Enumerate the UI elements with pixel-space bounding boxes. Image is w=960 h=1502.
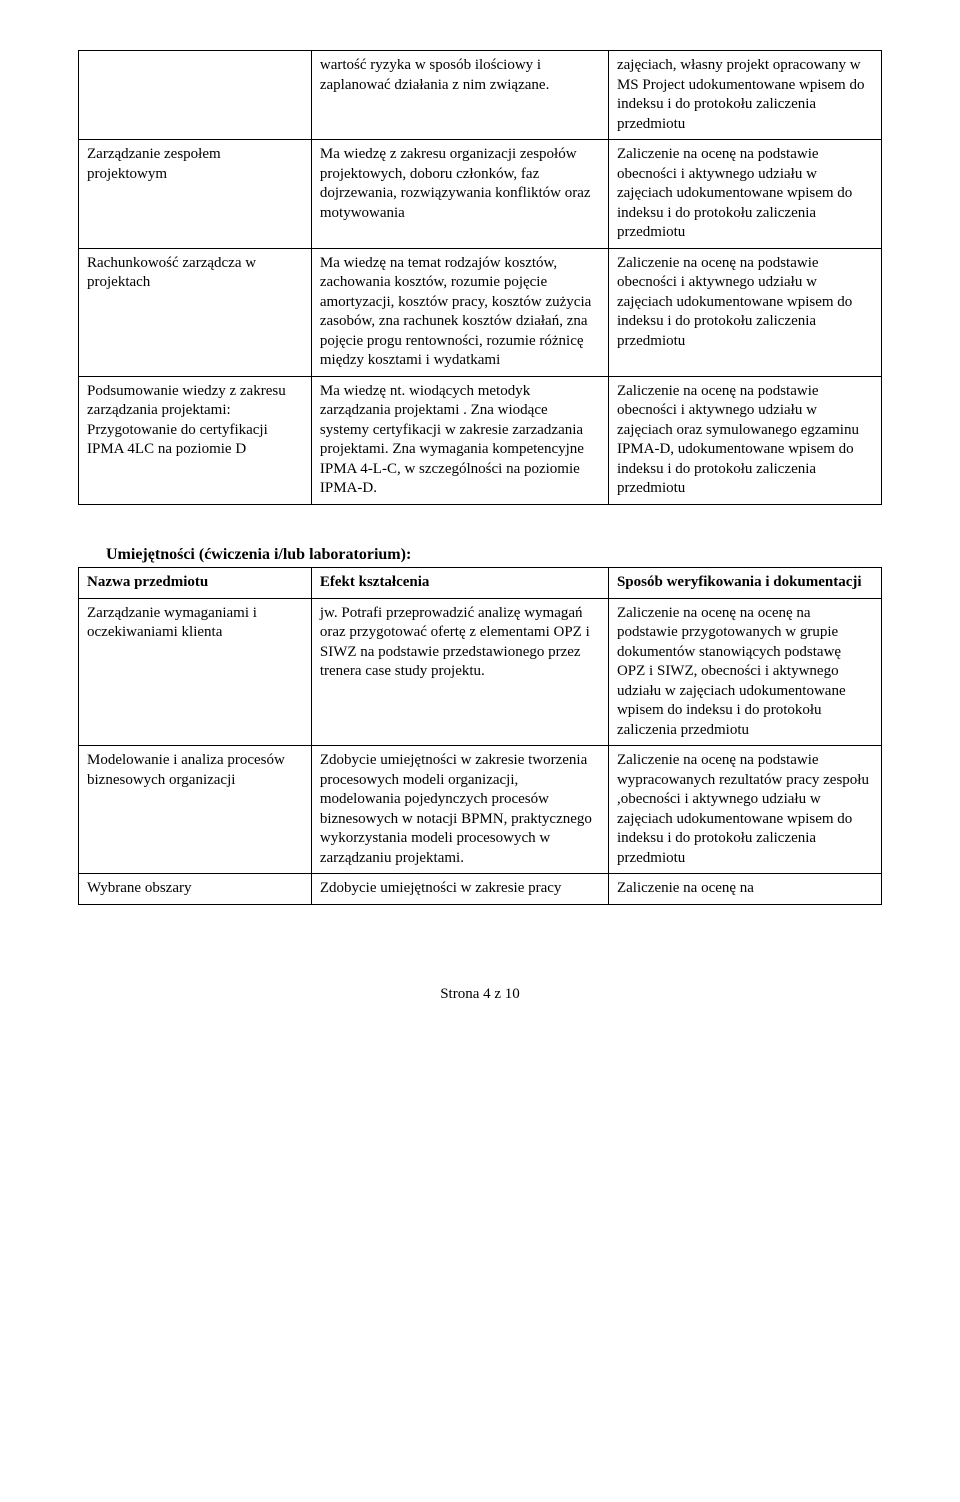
skills-section-heading: Umiejętności (ćwiczenia i/lub laboratori… (106, 545, 882, 566)
table-row: Wybrane obszary Zdobycie umiejętności w … (79, 874, 882, 905)
cell-verification: Zaliczenie na ocenę na podstawie obecnoś… (608, 248, 881, 376)
table-row: Rachunkowość zarządcza w projektach Ma w… (79, 248, 882, 376)
header-verification: Sposób weryfikowania i dokumentacji (608, 568, 881, 599)
table-row: Modelowanie i analiza procesów biznesowy… (79, 746, 882, 874)
cell-effect: Zdobycie umiejętności w zakresie pracy (311, 874, 608, 905)
cell-topic: Podsumowanie wiedzy z zakresu zarządzani… (79, 376, 312, 504)
skills-table: Nazwa przedmiotu Efekt kształcenia Sposó… (78, 567, 882, 905)
cell-topic: Rachunkowość zarządcza w projektach (79, 248, 312, 376)
page-footer: Strona 4 z 10 (78, 985, 882, 1005)
cell-verification: Zaliczenie na ocenę na ocenę na podstawi… (608, 598, 881, 746)
cell-effect: Zdobycie umiejętności w zakresie tworzen… (311, 746, 608, 874)
cell-effect: wartość ryzyka w sposób ilościowy i zapl… (311, 51, 608, 140)
table-row: Zarządzanie wymaganiami i oczekiwaniami … (79, 598, 882, 746)
cell-verification: zajęciach, własny projekt opracowany w M… (608, 51, 881, 140)
table-row: Podsumowanie wiedzy z zakresu zarządzani… (79, 376, 882, 504)
cell-verification: Zaliczenie na ocenę na podstawie obecnoś… (608, 376, 881, 504)
cell-effect: Ma wiedzę na temat rodzajów kosztów, zac… (311, 248, 608, 376)
header-effect: Efekt kształcenia (311, 568, 608, 599)
cell-verification: Zaliczenie na ocenę na podstawie obecnoś… (608, 140, 881, 249)
cell-topic: Zarządzanie wymaganiami i oczekiwaniami … (79, 598, 312, 746)
cell-topic: Wybrane obszary (79, 874, 312, 905)
table-row: Zarządzanie zespołem projektowym Ma wied… (79, 140, 882, 249)
cell-topic: Modelowanie i analiza procesów biznesowy… (79, 746, 312, 874)
cell-verification: Zaliczenie na ocenę na podstawie wypraco… (608, 746, 881, 874)
cell-topic: Zarządzanie zespołem projektowym (79, 140, 312, 249)
cell-effect: Ma wiedzę nt. wiodących metodyk zarządza… (311, 376, 608, 504)
header-subject: Nazwa przedmiotu (79, 568, 312, 599)
cell-topic (79, 51, 312, 140)
table-row: wartość ryzyka w sposób ilościowy i zapl… (79, 51, 882, 140)
table-header-row: Nazwa przedmiotu Efekt kształcenia Sposó… (79, 568, 882, 599)
cell-effect: jw. Potrafi przeprowadzić analizę wymaga… (311, 598, 608, 746)
cell-effect: Ma wiedzę z zakresu organizacji zespołów… (311, 140, 608, 249)
knowledge-table: wartość ryzyka w sposób ilościowy i zapl… (78, 50, 882, 505)
cell-verification: Zaliczenie na ocenę na (608, 874, 881, 905)
